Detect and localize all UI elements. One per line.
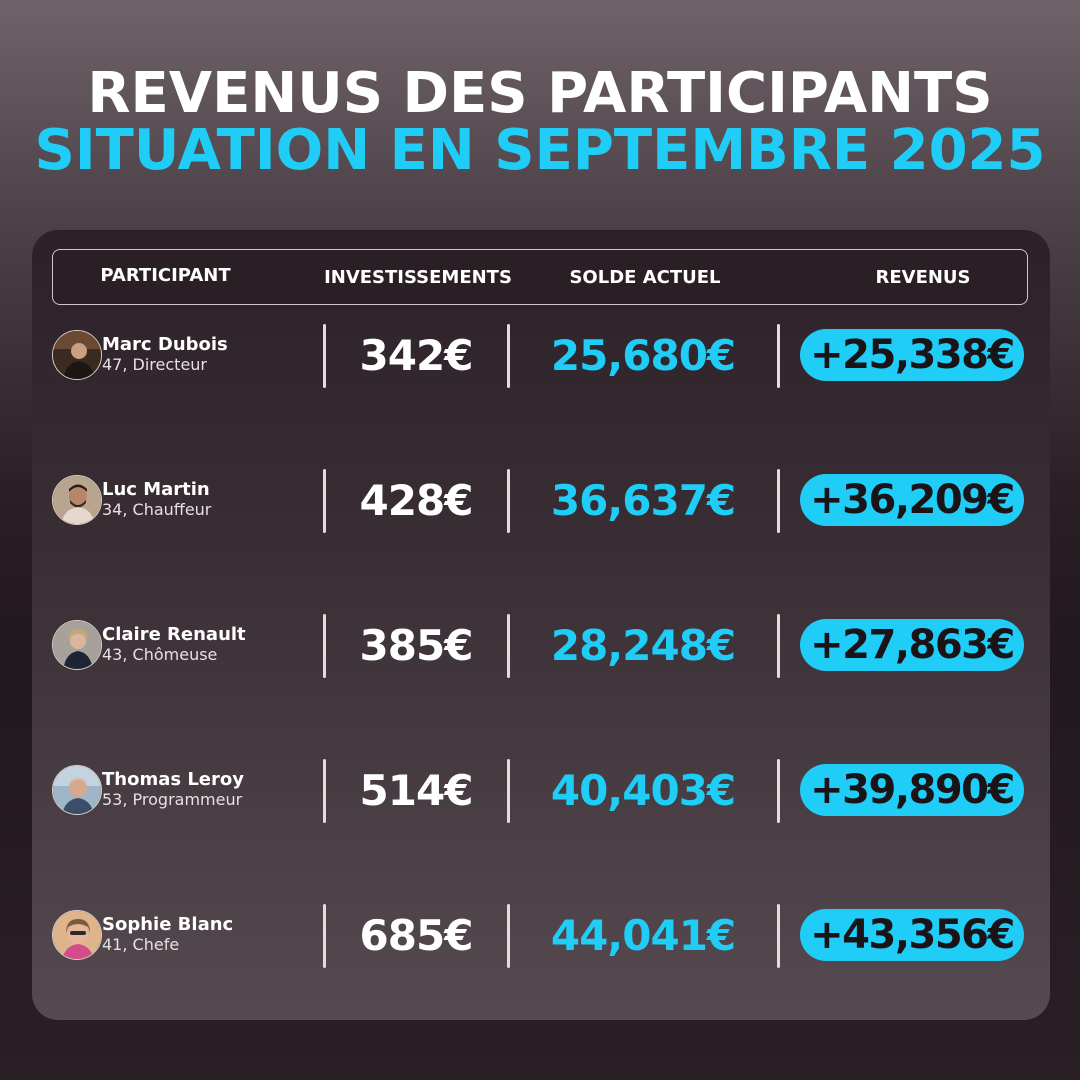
column-divider — [777, 759, 780, 823]
person-photo-icon — [53, 331, 101, 379]
avatar — [52, 330, 102, 380]
column-divider — [323, 469, 326, 533]
avatar — [52, 620, 102, 670]
participant-details: 41, Chefe — [102, 935, 180, 954]
balance-value: 36,637€ — [550, 476, 736, 525]
page-subtitle: SITUATION EN SEPTEMBRE 2025 — [34, 118, 1046, 183]
column-divider — [507, 614, 510, 678]
table-row: Luc Martin 34, Chauffeur 428€ 36,637€ +3… — [52, 468, 1032, 534]
page-title: REVENUS DES PARTICIPANTS — [87, 61, 993, 126]
investment-value: 685€ — [359, 911, 474, 960]
balance-value: 44,041€ — [550, 911, 736, 960]
column-divider — [777, 904, 780, 968]
revenue-badge: +43,356€ — [800, 909, 1024, 961]
revenue-badge: +27,863€ — [800, 619, 1024, 671]
column-divider — [507, 324, 510, 388]
participant-name: Thomas Leroy — [102, 769, 244, 790]
balance-value: 40,403€ — [550, 766, 736, 815]
column-divider — [323, 759, 326, 823]
participant-name: Sophie Blanc — [102, 914, 234, 935]
investment-value: 385€ — [359, 621, 474, 670]
participant-name: Claire Renault — [102, 624, 246, 645]
participant-name: Luc Martin — [102, 479, 210, 500]
investment-value: 342€ — [359, 331, 474, 380]
column-divider — [777, 614, 780, 678]
avatar — [52, 910, 102, 960]
column-divider — [507, 469, 510, 533]
participant-name: Marc Dubois — [102, 334, 228, 355]
table-row: Thomas Leroy 53, Programmeur 514€ 40,403… — [52, 758, 1032, 824]
column-header-revenus: REVENUS — [875, 267, 971, 288]
column-divider — [777, 324, 780, 388]
revenue-badge: +39,890€ — [800, 764, 1024, 816]
column-header-participant: PARTICIPANT — [100, 265, 231, 286]
revenue-badge: +25,338€ — [800, 329, 1024, 381]
balance-value: 28,248€ — [550, 621, 736, 670]
investment-value: 428€ — [359, 476, 474, 525]
column-divider — [323, 904, 326, 968]
column-divider — [507, 904, 510, 968]
participant-details: 53, Programmeur — [102, 790, 243, 809]
person-photo-icon — [53, 621, 101, 669]
column-divider — [777, 469, 780, 533]
avatar — [52, 475, 102, 525]
person-photo-icon — [53, 476, 101, 524]
participant-details: 47, Directeur — [102, 355, 207, 374]
table-row: Sophie Blanc 41, Chefe 685€ 44,041€ +43,… — [52, 903, 1032, 969]
column-divider — [507, 759, 510, 823]
investment-value: 514€ — [359, 766, 474, 815]
avatar — [52, 765, 102, 815]
column-header-solde: SOLDE ACTUEL — [569, 267, 721, 288]
table-header: PARTICIPANT INVESTISSEMENTS SOLDE ACTUEL… — [52, 249, 1028, 305]
column-divider — [323, 614, 326, 678]
balance-value: 25,680€ — [550, 331, 736, 380]
participant-details: 34, Chauffeur — [102, 500, 212, 519]
participant-details: 43, Chômeuse — [102, 645, 218, 664]
person-photo-icon — [53, 766, 101, 814]
revenue-badge: +36,209€ — [800, 474, 1024, 526]
column-divider — [323, 324, 326, 388]
table-row: Claire Renault 43, Chômeuse 385€ 28,248€… — [52, 613, 1032, 679]
table-row: Marc Dubois 47, Directeur 342€ 25,680€ +… — [52, 323, 1032, 389]
person-photo-icon — [53, 911, 101, 959]
column-header-investissements: INVESTISSEMENTS — [324, 267, 512, 288]
